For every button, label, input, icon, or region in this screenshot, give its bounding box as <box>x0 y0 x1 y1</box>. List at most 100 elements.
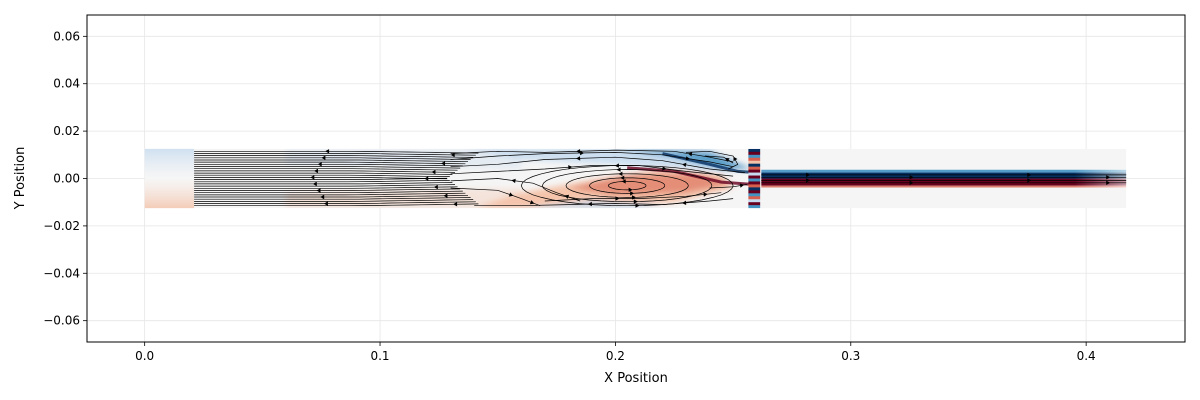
nozzle-cell <box>748 160 761 164</box>
upstream-streamline <box>194 177 448 180</box>
shear-streamline <box>450 152 734 168</box>
upstream-streamline <box>194 166 461 169</box>
y-tick-label: 0.00 <box>53 172 80 186</box>
streamline-arrow <box>325 149 330 154</box>
shear-streamline <box>450 165 734 177</box>
nozzle-cell <box>748 181 761 185</box>
jet-upper-fringe <box>761 169 1127 173</box>
streamline-arrow <box>733 156 738 162</box>
streamline-arrow <box>703 192 708 197</box>
streamline-arrow <box>1027 172 1032 178</box>
y-axis-label: Y Position <box>13 147 28 211</box>
streamline-arrow <box>580 150 585 156</box>
streamline-arrow <box>529 200 535 205</box>
streamline-arrow <box>317 162 322 167</box>
x-axis-label: X Position <box>604 371 668 386</box>
y-tick-label: 0.04 <box>53 77 80 91</box>
x-tick-label: 0.2 <box>606 349 625 363</box>
nozzle-cell <box>748 172 761 176</box>
streamline-arrow <box>618 171 623 176</box>
streamline-arrow <box>323 201 328 206</box>
nozzle-cell <box>748 196 761 200</box>
streamline-arrow <box>312 181 317 187</box>
streamline-arrow <box>909 175 914 180</box>
jet-upper-edge <box>761 172 1127 179</box>
upstream-streamline <box>194 177 448 180</box>
streamline-arrow <box>1106 180 1111 185</box>
upstream-streamline <box>194 182 453 185</box>
streamline-arrow <box>614 163 619 168</box>
streamline-arrow <box>685 156 690 161</box>
nozzle-cell <box>748 202 761 206</box>
y-tick-label: −0.02 <box>43 219 80 233</box>
jet-lower-fringe <box>761 185 1127 188</box>
nozzle-cell <box>748 166 761 170</box>
streamline-arrow <box>320 194 325 200</box>
streamline-arrow <box>441 161 446 166</box>
jet-lower-edge <box>761 178 1127 186</box>
upstream-streamline <box>194 159 469 163</box>
upstream-streamline <box>194 194 469 198</box>
jet-tip-fade <box>1074 169 1127 188</box>
vortex-streamline <box>542 169 713 203</box>
nozzle-cell <box>748 151 761 156</box>
nozzle-cell <box>748 190 761 194</box>
streamline-arrow <box>620 175 625 180</box>
upstream-streamline <box>194 161 466 165</box>
streamline-arrow <box>688 152 693 157</box>
upstream-streamline <box>194 203 479 207</box>
streamline-arrow <box>511 178 516 184</box>
streamline-arrow <box>621 179 626 184</box>
shear-streamline <box>474 198 734 207</box>
streamline-arrow <box>725 158 730 162</box>
nozzle-cell <box>748 178 761 182</box>
upstream-streamline <box>194 163 463 167</box>
x-tick-label: 0.3 <box>841 349 860 363</box>
streamline-arrow <box>682 162 687 167</box>
nozzle-cell <box>748 148 761 153</box>
upstream-streamline <box>194 168 458 171</box>
upstream-streamline <box>194 170 456 173</box>
streamline-arrow <box>453 202 458 207</box>
streamline-arrow <box>310 175 315 180</box>
recirculation-mid <box>568 173 734 196</box>
upstream-streamline <box>194 197 471 200</box>
streamline-arrow <box>576 156 581 161</box>
upstream-streamline <box>194 192 466 196</box>
streamline-arrow <box>616 167 621 172</box>
upstream-streamline <box>194 184 456 187</box>
streamline-arrow <box>631 195 636 200</box>
streamline-arrow <box>424 176 429 181</box>
upstream-streamline <box>194 199 474 202</box>
shear-streamline <box>450 178 581 202</box>
streamline-arrow <box>739 183 745 188</box>
nozzle-cell <box>748 193 761 197</box>
nozzle-curl-streamline <box>685 150 739 170</box>
x-tick-label: 0.0 <box>135 349 154 363</box>
upstream-streamline <box>194 188 461 191</box>
y-tick-label: −0.04 <box>43 266 80 280</box>
streamline-arrow <box>431 169 436 175</box>
nozzle-cell <box>748 163 761 167</box>
streamline-arrow <box>909 180 914 185</box>
nozzle-strip <box>748 148 761 209</box>
streamline-arrow <box>662 166 667 171</box>
streamline-arrow <box>568 165 573 170</box>
upstream-streamline <box>194 150 479 154</box>
upstream-streamline <box>194 174 450 177</box>
streamlines <box>194 149 1127 208</box>
upstream-streamline <box>194 201 476 204</box>
nozzle-cell <box>748 199 761 203</box>
y-tick-label: 0.02 <box>53 124 80 138</box>
nozzle-cell <box>748 154 761 159</box>
streamline-arrow <box>587 201 592 207</box>
streamline-arrow <box>450 152 455 158</box>
nozzle-cell <box>748 175 761 179</box>
streamline-arrow <box>314 168 318 174</box>
x-tick-label: 0.1 <box>370 349 389 363</box>
upstream-streamline <box>194 180 450 183</box>
streamline-arrow <box>433 184 438 190</box>
x-tick-label: 0.4 <box>1077 349 1096 363</box>
streamline-arrow <box>576 149 581 154</box>
upstream-streamline <box>194 172 453 175</box>
